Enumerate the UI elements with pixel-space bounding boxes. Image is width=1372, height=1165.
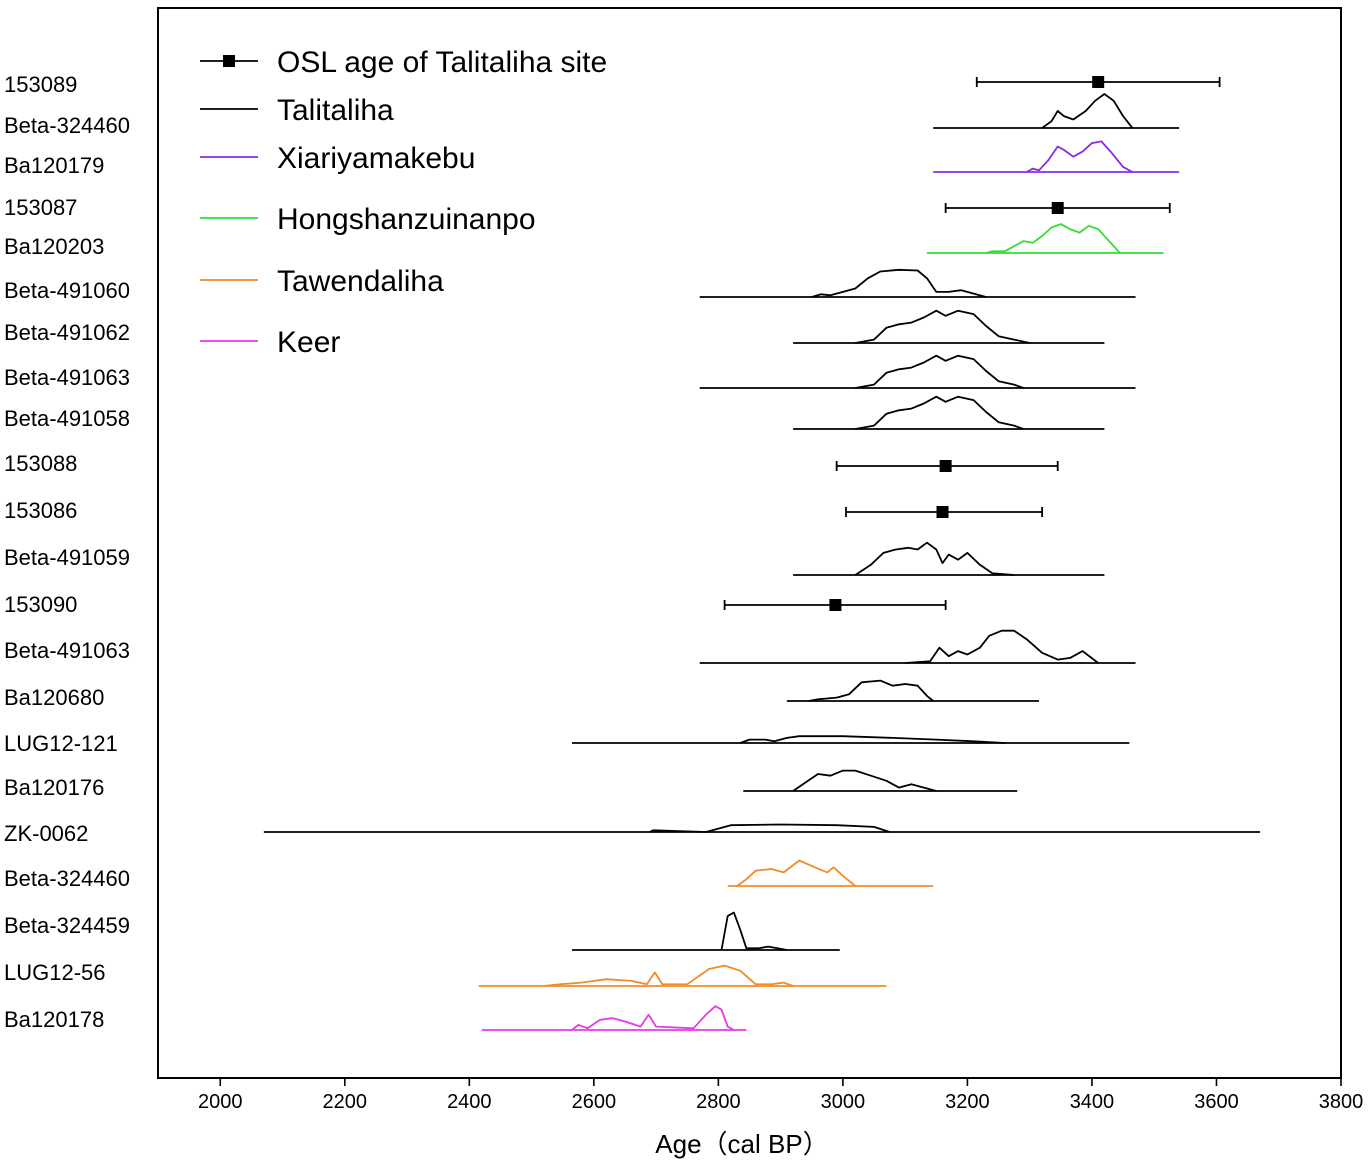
- probability-curve: [736, 859, 856, 887]
- calibrated-age-row: [926, 223, 1164, 254]
- calibrated-age-row: [572, 911, 840, 951]
- osl-age-row: [944, 202, 1171, 214]
- legend-item: Hongshanzuinanpo: [200, 203, 536, 236]
- legend-label: Hongshanzuinanpo: [277, 203, 536, 236]
- row-labels: 153089 Beta-324460 Ba120179 153087 Ba120203 B…: [4, 72, 130, 1032]
- calibrated-age-row: [793, 395, 1105, 430]
- legend: OSL age of Talitaliha site Talitaliha Xiar…: [200, 46, 607, 359]
- probability-curve: [1026, 140, 1133, 173]
- legend-item: Xiariyamakebu: [200, 142, 475, 175]
- sample-label: LUG12-56: [4, 960, 106, 985]
- x-tick-label: 2800: [696, 1091, 741, 1113]
- legend-label: OSL age of Talitaliha site: [277, 46, 607, 79]
- x-tick-label: 3000: [821, 1091, 866, 1113]
- probability-curve: [985, 223, 1121, 254]
- sample-label: Beta-324459: [4, 913, 130, 938]
- calibrated-age-row: [793, 309, 1105, 344]
- calibrated-age-row: [743, 769, 1018, 792]
- sample-label: 153089: [4, 72, 77, 97]
- probability-curve: [905, 629, 1099, 664]
- osl-age-row: [975, 76, 1221, 88]
- calibrated-age-row: [786, 679, 1040, 702]
- sample-label: Beta-324460: [4, 113, 130, 138]
- x-tick-label: 2400: [447, 1091, 492, 1113]
- calibrated-age-row: [933, 93, 1180, 129]
- probability-curve: [1041, 93, 1134, 129]
- sample-label: 153090: [4, 592, 77, 617]
- legend-label: Talitaliha: [277, 94, 394, 127]
- osl-age-marker: [936, 506, 949, 518]
- probability-curve: [720, 911, 788, 951]
- osl-age-marker: [1092, 76, 1105, 88]
- sample-label: Ba120176: [4, 775, 104, 800]
- calibrated-age-row: [572, 735, 1130, 744]
- legend-label: Xiariyamakebu: [277, 142, 475, 175]
- sample-label: Beta-491058: [4, 406, 130, 431]
- sample-label: 153088: [4, 451, 77, 476]
- calibrated-age-row: [933, 140, 1180, 173]
- probability-curve: [739, 735, 1005, 744]
- osl-age-row: [845, 506, 1044, 518]
- osl-age-marker: [829, 599, 842, 611]
- legend-item: Keer: [200, 326, 340, 359]
- sample-label: ZK-0062: [4, 821, 88, 846]
- x-axis: 2000 2200 2400 2600 2800 3000 3200 3400 3600 3800: [198, 1078, 1363, 1113]
- sample-label: Ba120178: [4, 1007, 104, 1032]
- x-tick-label: 2600: [572, 1091, 617, 1113]
- sample-label: Beta-491059: [4, 545, 130, 570]
- x-tick-label: 2200: [323, 1091, 368, 1113]
- series: [263, 76, 1261, 1031]
- legend-label: Tawendaliha: [277, 265, 444, 298]
- calibrated-age-row: [481, 1005, 747, 1031]
- calibrated-age-row: [727, 859, 934, 887]
- x-tick-label: 3800: [1319, 1091, 1364, 1113]
- probability-curve: [808, 679, 934, 702]
- plot-frame: [157, 7, 1342, 1079]
- probability-curve: [855, 395, 1024, 430]
- x-axis-title: Age（cal BP）: [655, 1129, 828, 1159]
- x-tick-label: 3400: [1070, 1091, 1115, 1113]
- x-tick-label: 2000: [198, 1091, 243, 1113]
- probability-curve: [854, 541, 1015, 576]
- osl-age-marker: [939, 460, 952, 472]
- probability-curve: [543, 964, 794, 987]
- calibrated-age-row: [793, 541, 1105, 576]
- probability-curve: [649, 823, 890, 833]
- sample-label: Beta-324460: [4, 866, 130, 891]
- x-tick-label: 3600: [1194, 1091, 1239, 1113]
- probability-curve: [792, 769, 937, 792]
- probability-curve: [855, 309, 1030, 344]
- sample-label: Ba120203: [4, 234, 104, 259]
- sample-label: Ba120179: [4, 153, 104, 178]
- probability-curve: [571, 1005, 735, 1031]
- sample-label: Beta-491063: [4, 638, 130, 663]
- probability-curve: [811, 268, 987, 298]
- calibrated-age-row: [699, 629, 1136, 664]
- legend-item: OSL age of Talitaliha site: [200, 46, 607, 79]
- osl-age-marker: [1051, 202, 1064, 214]
- sample-label: Beta-491062: [4, 320, 130, 345]
- legend-item: Tawendaliha: [200, 265, 444, 298]
- sample-label: Ba120680: [4, 685, 104, 710]
- calibrated-age-row: [699, 268, 1136, 298]
- sample-label: Beta-491063: [4, 365, 130, 390]
- legend-marker: [223, 55, 235, 67]
- calibrated-age-row: [699, 354, 1136, 389]
- sample-label: Beta-491060: [4, 278, 130, 303]
- sample-label: LUG12-121: [4, 731, 118, 756]
- sample-label: 153087: [4, 195, 77, 220]
- probability-curve: [855, 354, 1024, 389]
- osl-age-row: [835, 460, 1059, 472]
- calibrated-age-row: [478, 964, 887, 987]
- sample-label: 153086: [4, 498, 77, 523]
- legend-label: Keer: [277, 326, 340, 359]
- calibrated-age-row: [263, 823, 1261, 833]
- osl-age-row: [723, 599, 947, 611]
- x-tick-label: 3200: [945, 1091, 990, 1113]
- legend-item: Talitaliha: [200, 94, 394, 127]
